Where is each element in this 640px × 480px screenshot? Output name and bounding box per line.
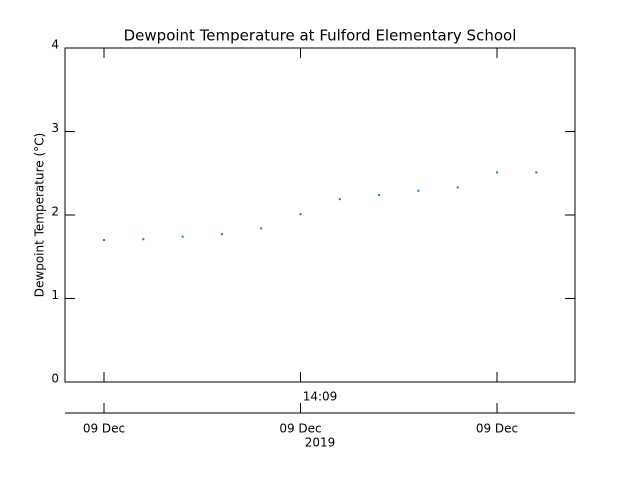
y-axis-label: Dewpoint Temperature (°C) xyxy=(33,133,47,297)
point xyxy=(456,186,459,189)
point xyxy=(103,239,105,242)
point xyxy=(299,213,302,216)
point xyxy=(142,238,145,241)
x-tick-label: 09 Dec xyxy=(476,422,518,436)
point xyxy=(378,193,381,196)
x-axis-label: 14:09 xyxy=(303,390,338,404)
x-axis-sublabel: 2019 xyxy=(305,436,336,450)
point xyxy=(535,171,538,174)
x-tick-label: 09 Dec xyxy=(279,422,321,436)
chart-title: Dewpoint Temperature at Fulford Elementa… xyxy=(124,27,517,45)
point xyxy=(220,233,223,236)
x-tick-label: 09 Dec xyxy=(83,422,125,436)
point xyxy=(338,198,341,201)
y-tick-label: 0 xyxy=(51,372,59,386)
y-tick-label: 3 xyxy=(51,121,59,135)
y-tick-label: 2 xyxy=(51,205,59,219)
point xyxy=(181,235,184,238)
y-tick-label: 4 xyxy=(51,38,59,52)
y-tick-label: 1 xyxy=(51,288,59,302)
point xyxy=(417,189,420,192)
point xyxy=(260,227,263,230)
point xyxy=(496,171,498,174)
